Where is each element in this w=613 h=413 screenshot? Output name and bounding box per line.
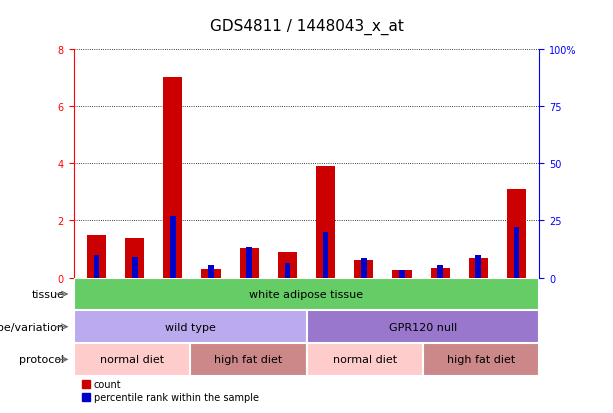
Bar [430,268,450,278]
Bar [354,261,373,278]
Legend: count, percentile rank within the sample: count, percentile rank within the sample [78,375,263,406]
Bar [469,258,488,278]
Bar [284,263,291,278]
Bar [316,166,335,278]
Bar [392,271,411,278]
Text: normal diet: normal diet [100,354,164,365]
Text: high fat diet: high fat diet [447,354,516,365]
Bar [163,78,183,278]
Bar [240,248,259,278]
Text: high fat diet: high fat diet [214,354,283,365]
Bar [278,252,297,278]
Bar [507,190,526,278]
Bar [190,343,306,376]
Bar [399,270,405,278]
Bar [306,343,423,376]
Bar [94,255,99,278]
Bar [437,266,443,278]
Bar [306,311,539,343]
Text: white adipose tissue: white adipose tissue [249,289,364,299]
Bar [170,216,176,278]
Text: genotype/variation: genotype/variation [0,322,64,332]
Text: tissue: tissue [31,289,64,299]
Bar [132,257,137,278]
Bar [87,235,106,278]
Text: protocol: protocol [19,354,64,365]
Text: normal diet: normal diet [333,354,397,365]
Bar [202,269,221,278]
Text: wild type: wild type [165,322,215,332]
Bar [361,259,367,278]
Bar [514,228,519,278]
Bar [208,266,214,278]
Bar [74,311,306,343]
Bar [322,232,329,278]
Bar [125,238,144,278]
Bar [74,343,190,376]
Bar [476,255,481,278]
Bar [423,343,539,376]
Bar [246,247,252,278]
Text: GDS4811 / 1448043_x_at: GDS4811 / 1448043_x_at [210,19,403,35]
Text: GPR120 null: GPR120 null [389,322,457,332]
